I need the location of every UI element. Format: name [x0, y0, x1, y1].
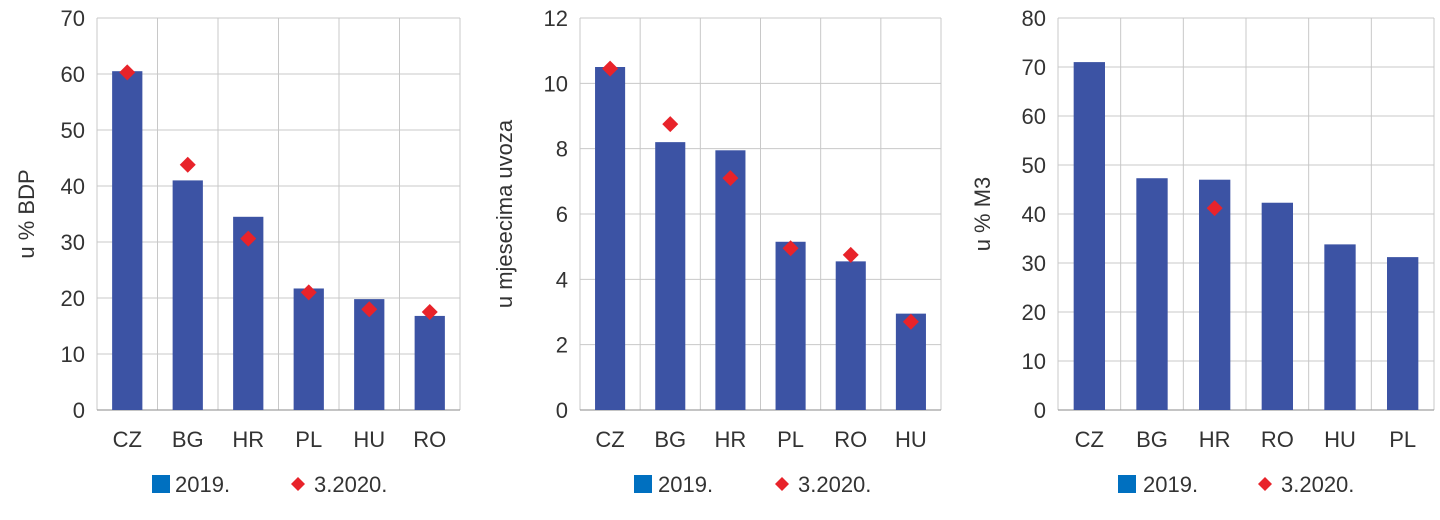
y-tick-label: 70	[1022, 55, 1046, 80]
bar-pl	[775, 241, 806, 410]
bar-hr	[1199, 179, 1231, 410]
marker-hr	[722, 170, 739, 187]
y-tick-label: 6	[556, 202, 568, 227]
y-tick-label: 30	[1022, 251, 1046, 276]
marker-bg	[662, 116, 679, 133]
bar-hr	[715, 150, 746, 411]
marker-hr	[240, 230, 257, 247]
y-tick-label: 30	[61, 230, 85, 255]
y-axis-title: u % M3	[970, 177, 995, 252]
y-tick-label: 2	[556, 333, 568, 358]
x-tick-label: HU	[353, 427, 385, 452]
bar-bg	[1136, 178, 1168, 410]
y-tick-label: 40	[61, 174, 85, 199]
y-tick-label: 10	[1022, 349, 1046, 374]
x-tick-label: RO	[413, 427, 446, 452]
x-tick-label: BG	[172, 427, 204, 452]
bar-pl	[1387, 257, 1419, 410]
bar-hr	[233, 216, 264, 410]
x-tick-label: PL	[777, 427, 804, 452]
y-axis-title: u mjesecima uvoza	[492, 119, 517, 308]
marker-cz	[602, 60, 619, 77]
x-tick-label: BG	[654, 427, 686, 452]
y-tick-label: 0	[1034, 398, 1046, 423]
bar-bg	[172, 180, 203, 410]
y-tick-label: 50	[1022, 153, 1046, 178]
x-tick-label: RO	[1261, 427, 1294, 452]
marker-hu	[902, 313, 919, 330]
marker-cz	[119, 64, 136, 81]
marker-pl	[300, 284, 317, 301]
legend-label-3-2020: 3.2020.	[314, 472, 387, 497]
bar-bg	[655, 142, 686, 410]
bar-cz	[112, 71, 143, 410]
x-tick-label: CZ	[113, 427, 142, 452]
x-tick-label: PL	[295, 427, 322, 452]
marker-pl	[782, 240, 799, 257]
y-axis-title: u % BDP	[14, 169, 39, 258]
bar-hu	[354, 299, 385, 410]
y-tick-label: 70	[61, 6, 85, 31]
bar-ro	[414, 315, 445, 410]
y-tick-label: 60	[61, 62, 85, 87]
marker-hu	[361, 301, 378, 318]
y-tick-label: 10	[61, 342, 85, 367]
y-tick-label: 8	[556, 137, 568, 162]
y-tick-label: 0	[556, 398, 568, 423]
x-tick-label: PL	[1389, 427, 1416, 452]
x-tick-label: HU	[895, 427, 927, 452]
y-tick-label: 10	[544, 71, 568, 96]
marker-ro	[842, 246, 859, 263]
x-tick-label: HU	[1324, 427, 1356, 452]
y-tick-label: 20	[61, 286, 85, 311]
y-tick-label: 50	[61, 118, 85, 143]
x-tick-label: RO	[834, 427, 867, 452]
x-tick-label: CZ	[595, 427, 624, 452]
y-tick-label: 12	[544, 6, 568, 31]
bar-ro	[835, 261, 866, 410]
chart-panel-2: 0 2 4 6 8 10 12 CZ BG HR PL RO HU u mjesecima uvoza 20…	[492, 6, 942, 497]
legend-swatch-3-2020	[1258, 477, 1272, 491]
legend-swatch-2019	[152, 475, 170, 493]
legend-label-2019: 2019.	[175, 472, 230, 497]
y-tick-label: 4	[556, 267, 568, 292]
x-tick-label: HR	[1199, 427, 1231, 452]
legend-swatch-2019	[634, 475, 652, 493]
chart-panel-1: 0 10 20 30 40 50 60 70 CZ BG HR PL HU RO u % BDP 2019. 3…	[14, 6, 461, 497]
marker-ro	[421, 304, 438, 320]
x-tick-label: HR	[715, 427, 747, 452]
marker-bg	[179, 156, 196, 173]
bar-pl	[293, 288, 324, 410]
bar-cz	[1073, 62, 1105, 410]
y-tick-label: 20	[1022, 300, 1046, 325]
legend-swatch-3-2020	[775, 477, 789, 491]
legend-label-3-2020: 3.2020.	[798, 472, 871, 497]
bar-ro	[1261, 202, 1293, 410]
x-tick-label: HR	[232, 427, 264, 452]
x-tick-label: BG	[1136, 427, 1168, 452]
bar-cz	[595, 67, 626, 410]
y-tick-label: 80	[1022, 6, 1046, 31]
legend-swatch-2019	[1118, 475, 1136, 493]
legend-label-3-2020: 3.2020.	[1281, 472, 1354, 497]
y-tick-label: 60	[1022, 104, 1046, 129]
marker-hr	[1206, 200, 1223, 217]
y-tick-label: 0	[73, 398, 85, 423]
legend-swatch-3-2020	[291, 477, 305, 491]
chart-panel-3: 0 10 20 30 40 50 60 70 80 CZ BG HR RO HU PL u % M3 2019.…	[970, 6, 1435, 497]
x-tick-label: CZ	[1075, 427, 1104, 452]
legend-label-2019: 2019.	[1143, 472, 1198, 497]
legend-label-2019: 2019.	[658, 472, 713, 497]
bar-hu	[1324, 244, 1356, 410]
y-tick-label: 40	[1022, 202, 1046, 227]
